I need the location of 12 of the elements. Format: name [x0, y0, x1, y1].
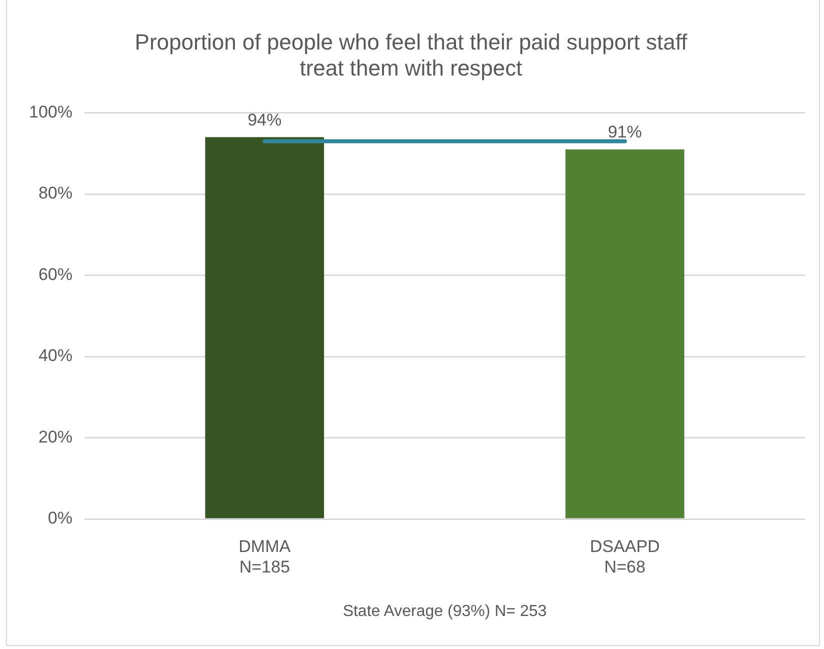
y-tick-label: 40% [38, 346, 72, 366]
data-label: 91% [608, 122, 642, 142]
y-tick-label: 60% [38, 264, 72, 284]
chart-title: Proportion of people who feel that their paid support staff treat them with respect [134, 29, 688, 81]
x-tick-label: DMMA N=185 [238, 536, 292, 576]
x-axis-title: State Average (93%) N= 253 [342, 602, 547, 620]
y-tick-label: 100% [28, 102, 72, 122]
y-tick-label: 20% [38, 427, 72, 446]
y-tick-label: 80% [38, 184, 72, 203]
data-label: 94% [248, 110, 282, 130]
y-tick-label: 0% [48, 508, 72, 528]
x-tick-label: DSAAPD N=68 [590, 536, 660, 576]
